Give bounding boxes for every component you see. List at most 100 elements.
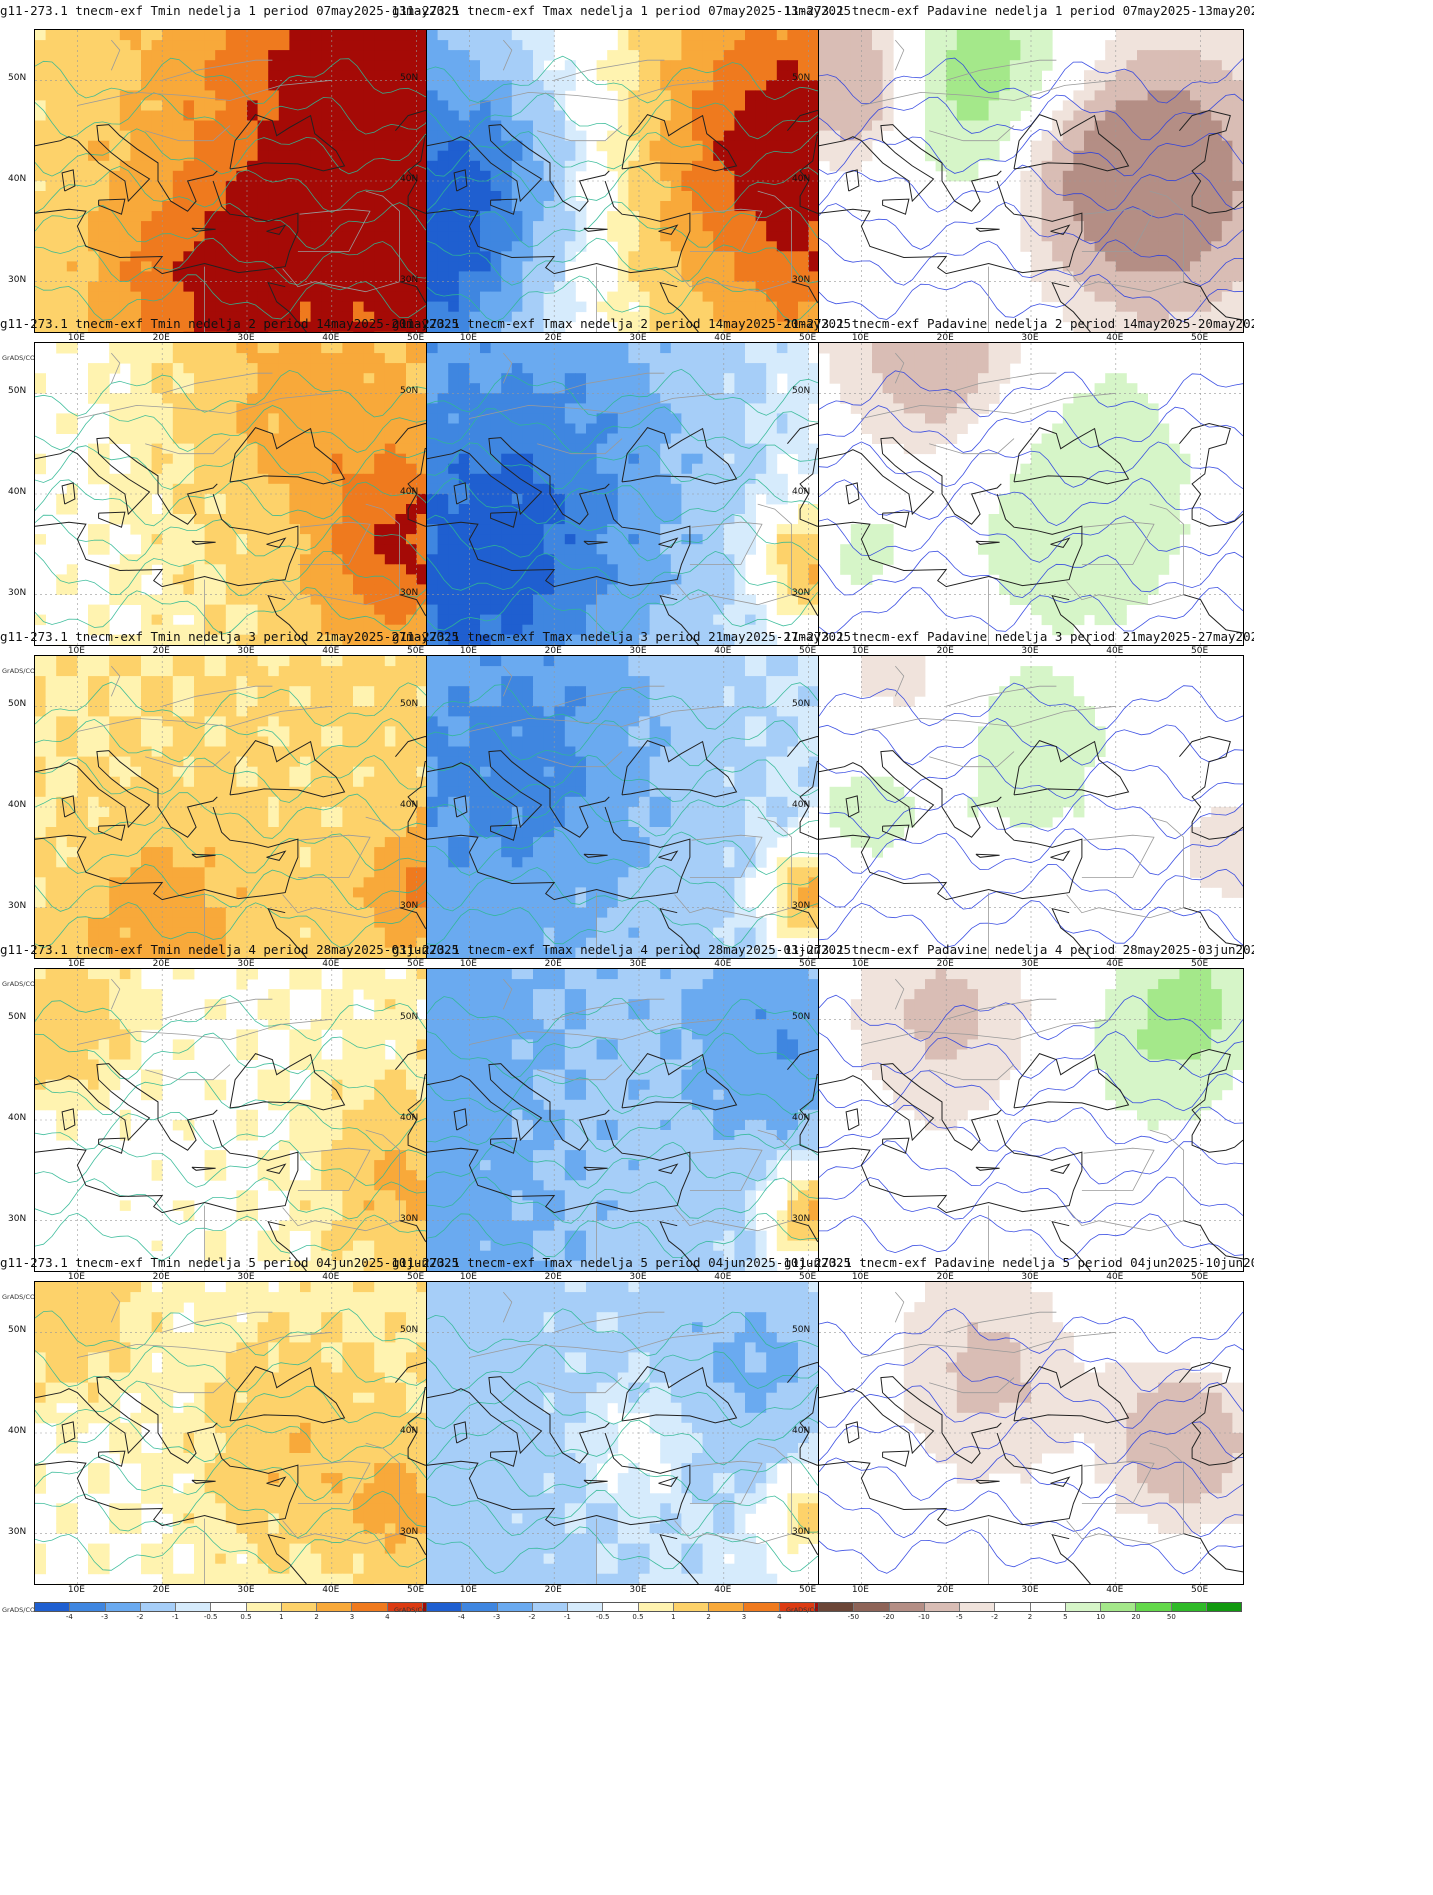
legend-tick-label: 10 xyxy=(1096,1613,1106,1621)
lon-label: 20E xyxy=(544,1272,562,1282)
map-panel[interactable]: 11-273.1 tnecm-exf Padavine nedelja 2 pe… xyxy=(784,313,1254,690)
lon-label: 50E xyxy=(799,1585,817,1595)
country-borders xyxy=(861,665,1184,958)
map-svg xyxy=(427,343,851,645)
legend-swatch xyxy=(351,1603,387,1611)
lon-label: 30E xyxy=(1021,1272,1039,1282)
country-borders xyxy=(77,1291,400,1584)
map-panel[interactable]: g11-273.1 tnecm-exf Tmin nedelja 1 perio… xyxy=(0,0,470,377)
country-borders xyxy=(77,39,400,332)
map-panel[interactable]: g11-273.1 tnecm-exf Padavine nedelja 5 p… xyxy=(784,1252,1254,1629)
map-panel[interactable]: g11-273.1 tnecm-exf Tmax nedelja 4 perio… xyxy=(392,939,862,1316)
lat-label: 50N xyxy=(8,699,27,710)
lon-label: 10E xyxy=(851,1585,869,1595)
panel-title: g11-273.1 tnecm-exf Padavine nedelja 5 p… xyxy=(784,1255,1254,1270)
legend-tick-label: -2 xyxy=(991,1613,999,1621)
color-legend xyxy=(818,1602,1242,1612)
legend-tick-label: -5 xyxy=(955,1613,963,1621)
legend-swatch xyxy=(104,1603,140,1611)
map-svg xyxy=(819,1282,1243,1584)
lon-label: 30E xyxy=(1021,646,1039,656)
map-svg xyxy=(819,656,1243,958)
lon-label: 10E xyxy=(851,959,869,969)
panel-title: g11-273.1 tnecm-exf Tmax nedelja 3 perio… xyxy=(392,629,852,644)
lon-label: 20E xyxy=(544,959,562,969)
lon-label: 40E xyxy=(322,1585,340,1595)
lon-label: 40E xyxy=(714,1585,732,1595)
grads-credit: GrADS/COLA xyxy=(2,1293,44,1301)
country-borders xyxy=(469,1291,792,1584)
legend-swatch xyxy=(139,1603,175,1611)
lon-label: 50E xyxy=(407,959,425,969)
lat-label: 50N xyxy=(8,386,27,397)
lon-label: 40E xyxy=(322,959,340,969)
map-panel[interactable]: 11-273.1 tnecm-exf Padavine nedelja 4 pe… xyxy=(784,939,1254,1316)
legend-tick-label: -3 xyxy=(493,1613,501,1621)
coastlines xyxy=(819,109,1243,332)
anomaly-shading xyxy=(35,656,459,958)
lat-label: 30N xyxy=(400,1526,419,1537)
lat-label: 30N xyxy=(400,900,419,911)
legend-swatch xyxy=(69,1603,105,1611)
panel-title: g11-273.1 tnecm-exf Tmax nedelja 2 perio… xyxy=(392,316,852,331)
country-borders xyxy=(469,39,792,332)
legend-tick-label: 1 xyxy=(671,1613,676,1621)
lon-label: 50E xyxy=(799,1272,817,1282)
color-legend xyxy=(426,1602,850,1612)
lon-label: 40E xyxy=(1106,646,1124,656)
panel-title: g11-273.1 tnecm-exf Tmin nedelja 4 perio… xyxy=(0,942,460,957)
legend-tick-label: -20 xyxy=(882,1613,895,1621)
panel-title: g11-273.1 tnecm-exf Tmax nedelja 4 perio… xyxy=(392,942,852,957)
lat-label: 40N xyxy=(400,1426,419,1436)
legend-tick-label: -10 xyxy=(918,1613,930,1621)
map-panel[interactable]: g11-273.1 tnecm-exf Tmax nedelja 2 perio… xyxy=(392,313,862,690)
lon-label: 10E xyxy=(67,333,85,343)
lon-label: 30E xyxy=(237,646,255,656)
country-borders xyxy=(469,978,792,1271)
grads-credit: GrADS/COLA xyxy=(786,1606,828,1614)
forecast-map xyxy=(34,29,460,333)
legend-swatch xyxy=(210,1603,246,1611)
lon-label: 40E xyxy=(1106,1585,1124,1595)
lat-label: 30N xyxy=(400,274,419,285)
lon-label: 40E xyxy=(714,646,732,656)
legend-tick-label: 4 xyxy=(777,1613,782,1621)
legend-swatch xyxy=(853,1603,889,1611)
lon-label: 50E xyxy=(1191,959,1209,969)
legend-swatch xyxy=(602,1603,638,1611)
map-panel[interactable]: g11-273.1 tnecm-exf Tmax nedelja 3 perio… xyxy=(392,626,862,1003)
lon-label: 10E xyxy=(459,646,477,656)
panel-title: g11-273.1 tnecm-exf Tmax nedelja 1 perio… xyxy=(392,3,852,18)
legend-swatch xyxy=(1029,1603,1065,1611)
lon-label: 30E xyxy=(237,333,255,343)
lon-label: 30E xyxy=(629,646,647,656)
lat-label: 50N xyxy=(400,1012,419,1023)
lat-label: 40N xyxy=(8,800,27,810)
anomaly-shading xyxy=(850,969,1243,1131)
country-borders xyxy=(861,1291,1184,1584)
legend-swatch xyxy=(316,1603,352,1611)
map-svg xyxy=(35,656,459,958)
map-panel[interactable]: 11-273.1 tnecm-exf Padavine nedelja 3 pe… xyxy=(784,626,1254,1003)
legend-swatch xyxy=(1100,1603,1136,1611)
graticule xyxy=(427,969,851,1271)
panel-title: g11-273.1 tnecm-exf Tmin nedelja 3 perio… xyxy=(0,629,460,644)
forecast-map xyxy=(818,342,1244,646)
legend-tick-label: 3 xyxy=(741,1613,747,1621)
lon-label: 10E xyxy=(67,959,85,969)
lon-label: 20E xyxy=(544,333,562,343)
lon-label: 20E xyxy=(936,959,954,969)
legend-tick-label: -2 xyxy=(136,1613,144,1621)
legend-tick-label: -0.5 xyxy=(595,1613,610,1621)
lat-label: 30N xyxy=(8,1213,27,1224)
lon-label: 10E xyxy=(851,646,869,656)
lon-label: 50E xyxy=(799,333,817,343)
map-panel[interactable]: g11-273.1 tnecm-exf Tmin nedelja 3 perio… xyxy=(0,626,470,1003)
lon-label: 50E xyxy=(799,959,817,969)
lat-label: 40N xyxy=(792,487,811,497)
lon-label: 10E xyxy=(851,1272,869,1282)
map-svg xyxy=(427,969,851,1271)
graticule xyxy=(35,969,459,1271)
legend-swatch xyxy=(386,1603,422,1611)
forecast-map xyxy=(818,655,1244,959)
